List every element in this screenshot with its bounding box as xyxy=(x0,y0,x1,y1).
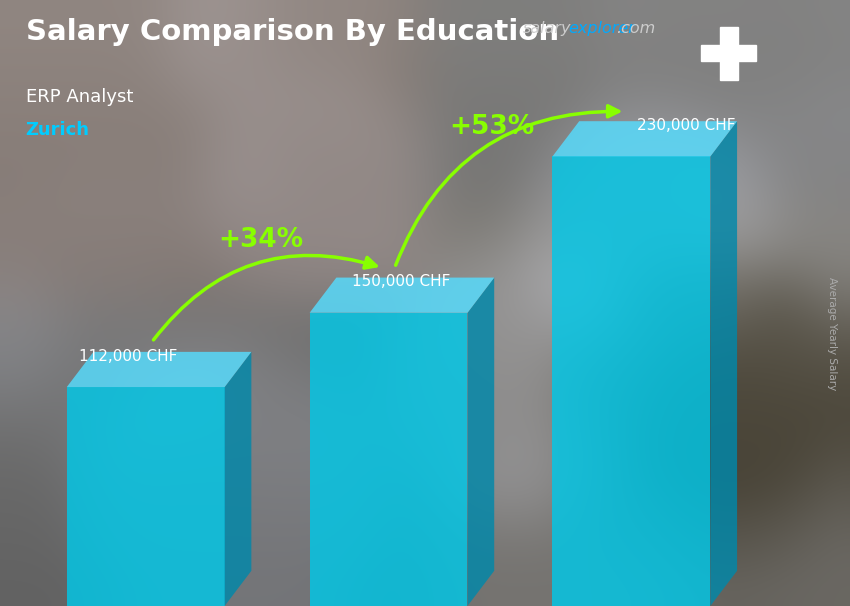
Polygon shape xyxy=(309,278,494,313)
Text: explorer: explorer xyxy=(568,21,635,36)
Polygon shape xyxy=(67,352,252,387)
Polygon shape xyxy=(67,387,224,606)
Polygon shape xyxy=(552,121,737,156)
Text: +53%: +53% xyxy=(449,114,535,140)
Polygon shape xyxy=(309,313,468,606)
Polygon shape xyxy=(552,156,711,606)
Text: 230,000 CHF: 230,000 CHF xyxy=(638,118,736,133)
Text: .com: .com xyxy=(616,21,655,36)
Polygon shape xyxy=(224,352,252,606)
Bar xyxy=(701,45,756,61)
Text: Average Yearly Salary: Average Yearly Salary xyxy=(827,277,837,390)
Text: 150,000 CHF: 150,000 CHF xyxy=(352,275,450,289)
Polygon shape xyxy=(711,121,737,606)
Text: salary: salary xyxy=(523,21,571,36)
Text: +34%: +34% xyxy=(218,227,303,253)
Text: ERP Analyst: ERP Analyst xyxy=(26,88,133,106)
Text: Zurich: Zurich xyxy=(26,121,89,139)
Polygon shape xyxy=(468,278,494,606)
Text: Salary Comparison By Education: Salary Comparison By Education xyxy=(26,18,558,46)
Text: 112,000 CHF: 112,000 CHF xyxy=(79,348,178,364)
Bar xyxy=(720,27,738,79)
